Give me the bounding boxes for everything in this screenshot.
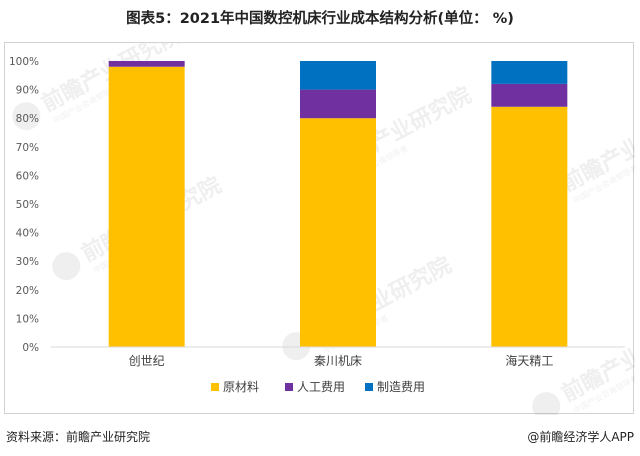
y-tick-label: 10% <box>16 313 39 325</box>
bar-segment <box>108 66 185 347</box>
x-tick-label: 创世纪 <box>129 354 165 368</box>
y-tick-label: 30% <box>16 256 39 268</box>
x-tick-label: 海天精工 <box>505 353 553 368</box>
y-tick-label: 40% <box>16 228 39 240</box>
chart-title: 图表5：2021年中国数控机床行业成本结构分析(单位： %) <box>126 11 514 27</box>
y-tick-label: 100% <box>9 56 39 68</box>
y-tick-label: 60% <box>16 170 39 182</box>
legend-label: 原材料 <box>223 380 259 394</box>
watermark-text: 前瞻产业研究院 <box>557 312 635 407</box>
y-tick-label: 0% <box>22 342 39 354</box>
watermark-text: 前瞻产业研究院 <box>557 102 635 197</box>
legend: 原材料 人工费用 制造费用 <box>211 380 425 394</box>
chart-svg: 前瞻产业研究院中国产业咨询领导者前瞻产业研究院中国产业咨询领导者前瞻产业研究院中… <box>9 43 635 415</box>
y-tick-label: 90% <box>16 85 39 97</box>
watermark-logo-icon <box>532 392 561 415</box>
axes-layer: 0% 10% 20% 30% 40% 50% 60% 70% 80% 90% 100% 创世纪 秦川机床… <box>9 56 625 368</box>
source-note: 资料来源：前瞻产业研究院 <box>6 430 151 444</box>
bar-segment <box>491 61 568 84</box>
y-tick-label: 70% <box>16 142 39 154</box>
bar-segment <box>491 83 568 107</box>
chart-frame: 前瞻产业研究院中国产业咨询领导者前瞻产业研究院中国产业咨询领导者前瞻产业研究院中… <box>4 42 635 415</box>
footer: 资料来源：前瞻产业研究院 @前瞻经济学人APP <box>6 428 634 446</box>
legend-swatch <box>211 383 219 391</box>
y-tick-label: 20% <box>16 285 39 297</box>
watermark-logo-icon <box>52 252 81 281</box>
bar-segment <box>300 61 376 90</box>
x-tick-label: 秦川机床 <box>314 354 362 368</box>
legend-label: 人工费用 <box>297 380 345 394</box>
bar-segment <box>491 106 568 347</box>
y-tick-label: 80% <box>16 113 39 125</box>
legend-swatch <box>285 383 293 391</box>
watermark-logo-icon <box>12 102 41 131</box>
bar-segment <box>300 89 376 119</box>
legend-label: 制造费用 <box>377 380 425 394</box>
bar-segment <box>300 118 376 347</box>
bars-layer <box>108 61 568 347</box>
bar-segment <box>108 61 185 67</box>
credit-note: @前瞻经济学人APP <box>527 430 634 444</box>
y-tick-label: 50% <box>16 199 39 211</box>
legend-swatch <box>365 383 373 391</box>
